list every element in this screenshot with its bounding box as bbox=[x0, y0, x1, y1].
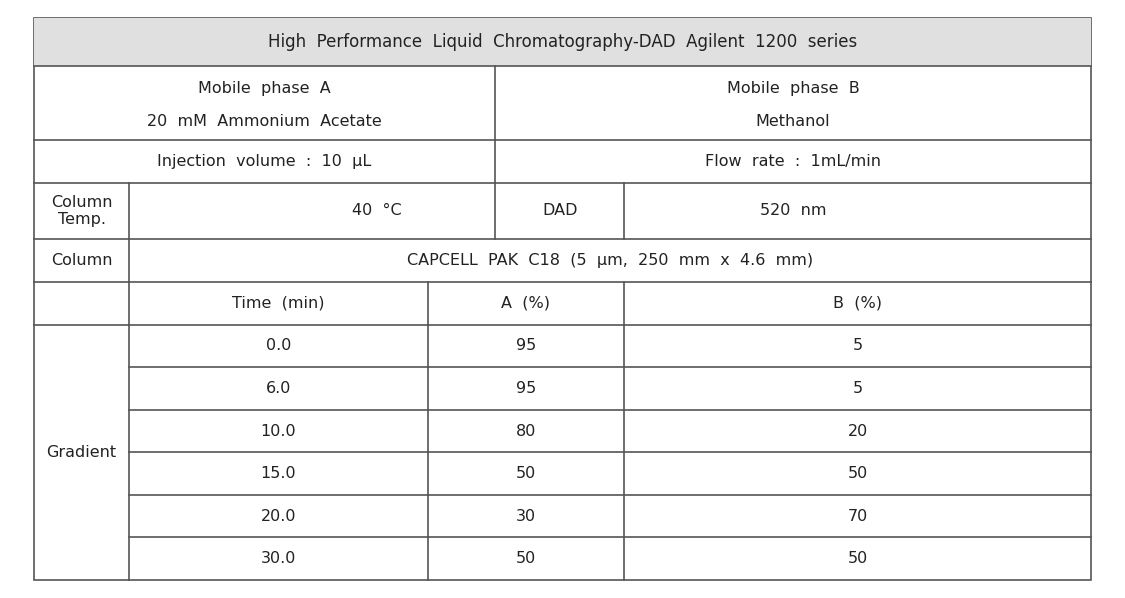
Text: 30: 30 bbox=[516, 509, 536, 524]
Text: 50: 50 bbox=[848, 466, 868, 481]
Text: 10.0: 10.0 bbox=[261, 423, 296, 438]
Text: 5: 5 bbox=[853, 381, 863, 396]
Text: 520  nm: 520 nm bbox=[759, 203, 827, 218]
Text: 50: 50 bbox=[515, 551, 537, 566]
Text: 80: 80 bbox=[515, 423, 537, 438]
Text: CAPCELL  PAK  C18  (5  μm,  250  mm  x  4.6  mm): CAPCELL PAK C18 (5 μm, 250 mm x 4.6 mm) bbox=[407, 253, 813, 268]
Bar bbox=[34, 18, 1091, 66]
Text: 95: 95 bbox=[515, 338, 537, 353]
Text: Column
Temp.: Column Temp. bbox=[51, 195, 112, 227]
Text: 30.0: 30.0 bbox=[261, 551, 296, 566]
Text: Mobile  phase  B: Mobile phase B bbox=[727, 81, 860, 96]
Text: 70: 70 bbox=[848, 509, 868, 524]
Text: 20  mM  Ammonium  Acetate: 20 mM Ammonium Acetate bbox=[147, 114, 381, 129]
Text: Flow  rate  :  1mL/min: Flow rate : 1mL/min bbox=[705, 154, 881, 169]
Text: 0.0: 0.0 bbox=[266, 338, 291, 353]
Text: 20: 20 bbox=[848, 423, 868, 438]
Text: Methanol: Methanol bbox=[756, 114, 830, 129]
Text: 40  °C: 40 °C bbox=[352, 203, 402, 218]
Text: 95: 95 bbox=[515, 381, 537, 396]
Text: 5: 5 bbox=[853, 338, 863, 353]
Text: Gradient: Gradient bbox=[46, 445, 117, 460]
Text: B  (%): B (%) bbox=[834, 296, 882, 311]
Text: Injection  volume  :  10  μL: Injection volume : 10 μL bbox=[158, 154, 371, 169]
Text: Mobile  phase  A: Mobile phase A bbox=[198, 81, 331, 96]
Text: 6.0: 6.0 bbox=[266, 381, 291, 396]
Text: 50: 50 bbox=[515, 466, 537, 481]
Text: Column: Column bbox=[51, 253, 112, 268]
Text: 20.0: 20.0 bbox=[261, 509, 296, 524]
Text: DAD: DAD bbox=[542, 203, 577, 218]
Text: 15.0: 15.0 bbox=[261, 466, 296, 481]
Text: A  (%): A (%) bbox=[502, 296, 550, 311]
Text: 50: 50 bbox=[848, 551, 868, 566]
Text: High  Performance  Liquid  Chromatography-DAD  Agilent  1200  series: High Performance Liquid Chromatography-D… bbox=[268, 33, 857, 51]
Text: Time  (min): Time (min) bbox=[232, 296, 325, 311]
